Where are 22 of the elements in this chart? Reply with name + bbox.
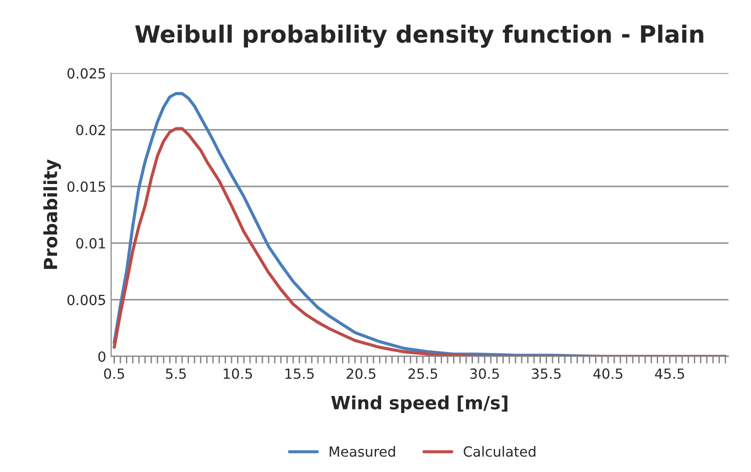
legend-label: Calculated (464, 446, 536, 457)
chart-title: Weibull probability density function - Plain (135, 24, 704, 48)
x-axis-title: Wind speed [m/s] (331, 395, 508, 413)
x-tick-label: 30.5 (470, 368, 499, 379)
x-tick-label: 25.5 (408, 368, 438, 379)
y-tick-label: 0.015 (67, 181, 106, 192)
y-tick-label: 0.02 (76, 124, 105, 136)
x-tick-label: 0.5 (104, 368, 124, 379)
x-tick-label: 40.5 (593, 368, 622, 379)
line-series (112, 127, 727, 356)
y-tick-label: 0 (98, 351, 106, 362)
x-tick-label: 20.5 (346, 368, 376, 379)
x-tick-label: 35.5 (532, 368, 561, 379)
x-tick-label: 5.5 (166, 368, 186, 379)
legend-label: Measured (330, 446, 395, 457)
y-tick-label: 0.01 (76, 238, 106, 249)
y-tick-label: 0.005 (67, 294, 106, 306)
y-axis-title: Probability (43, 159, 61, 269)
y-tick-label: 0.025 (67, 68, 106, 79)
x-tick-label: 45.5 (655, 368, 684, 379)
x-tick-label: 10.5 (224, 368, 252, 379)
x-tick-label: 15.5 (285, 368, 314, 379)
